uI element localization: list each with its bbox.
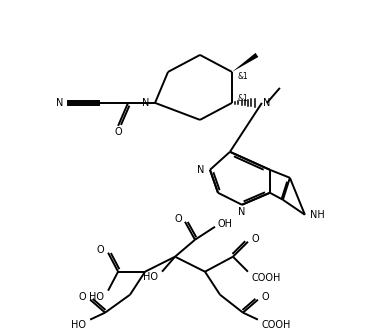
Text: N: N [56,98,63,108]
Text: N: N [263,98,270,108]
Text: O: O [262,292,270,302]
Text: HO: HO [143,272,158,282]
Text: COOH: COOH [262,320,291,330]
Text: HO: HO [89,292,104,302]
Text: N: N [238,207,246,217]
Text: &1: &1 [238,72,249,81]
Text: NH: NH [310,210,325,220]
Text: COOH: COOH [252,273,281,283]
Text: O: O [114,127,122,137]
Text: N: N [142,98,149,108]
Text: OH: OH [218,219,233,229]
Text: HO: HO [71,320,86,330]
Text: O: O [174,214,182,224]
Text: O: O [97,245,104,255]
Text: &1: &1 [238,94,249,103]
Text: N: N [196,165,204,175]
Text: O: O [252,234,260,244]
Text: O: O [79,292,86,302]
Polygon shape [232,53,258,72]
